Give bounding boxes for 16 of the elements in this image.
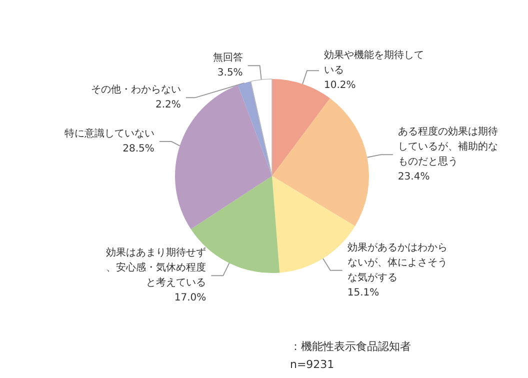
data-label: 28.5%: [122, 144, 154, 154]
text: n=9231: [290, 358, 334, 371]
data-label: 23.4%: [398, 172, 430, 183]
data-label: 2.2%: [155, 100, 181, 111]
data-label: 3.5%: [217, 68, 243, 79]
data-label: 15.1%: [347, 287, 380, 298]
slice-label: 特に意識していない: [64, 128, 154, 140]
slice-label: その他・わからない: [90, 84, 181, 96]
data-label: 17.0%: [174, 292, 206, 304]
slice-label: 効果はあまり期待せず、安心感・気休め程度と考えている: [106, 246, 206, 289]
text: ：機能性表示食品認知者: [290, 340, 411, 353]
slice-label: 無回答: [212, 52, 243, 64]
slice-label: 効果や機能を期待している: [324, 49, 424, 76]
slice-label: ある程度の効果は期待しているが、補助的なものだと思う: [398, 126, 498, 168]
data-label: 10.2%: [324, 80, 356, 92]
slice-label: 効果があるかはわからないが、体によさそうな気がする: [347, 241, 448, 284]
